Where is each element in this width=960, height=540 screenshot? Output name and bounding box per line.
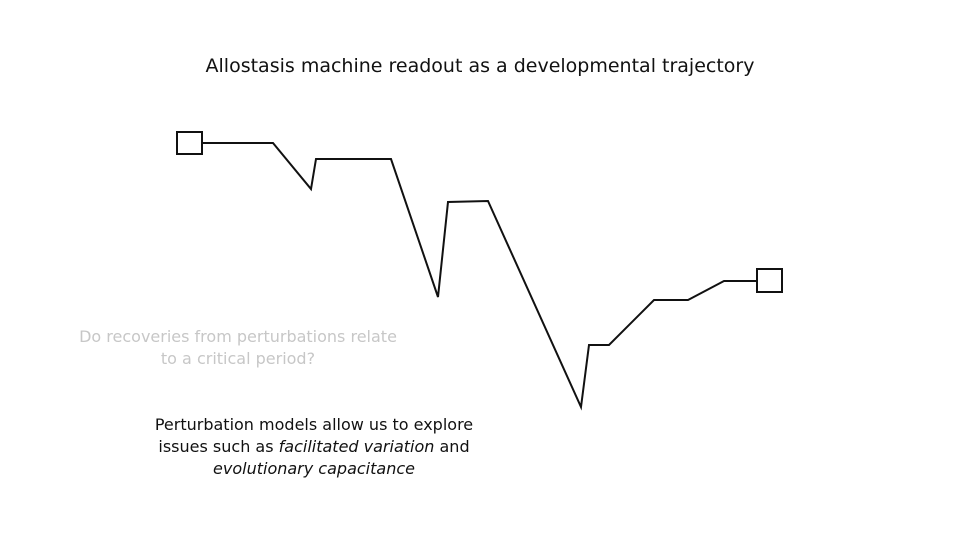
critical-period-question: Do recoveries from perturbations relate … xyxy=(58,326,418,370)
note-line-2-prefix: issues such as xyxy=(158,437,279,456)
trajectory-line xyxy=(202,142,757,411)
note-line-1: Perturbation models allow us to explore xyxy=(154,415,474,434)
question-line-1: Do recoveries from perturbations relate xyxy=(79,327,397,346)
slide-title: Allostasis machine readout as a developm… xyxy=(205,55,755,77)
perturbation-note: Perturbation models allow us to explore … xyxy=(124,414,504,480)
question-line-2: to a critical period? xyxy=(160,349,316,368)
note-evolutionary-capacitance: evolutionary capacitance xyxy=(213,459,415,478)
start-state-box xyxy=(176,131,203,155)
end-state-box xyxy=(756,268,783,293)
note-line-2-suffix: and xyxy=(434,437,470,456)
note-facilitated-variation: facilitated variation xyxy=(278,437,435,456)
